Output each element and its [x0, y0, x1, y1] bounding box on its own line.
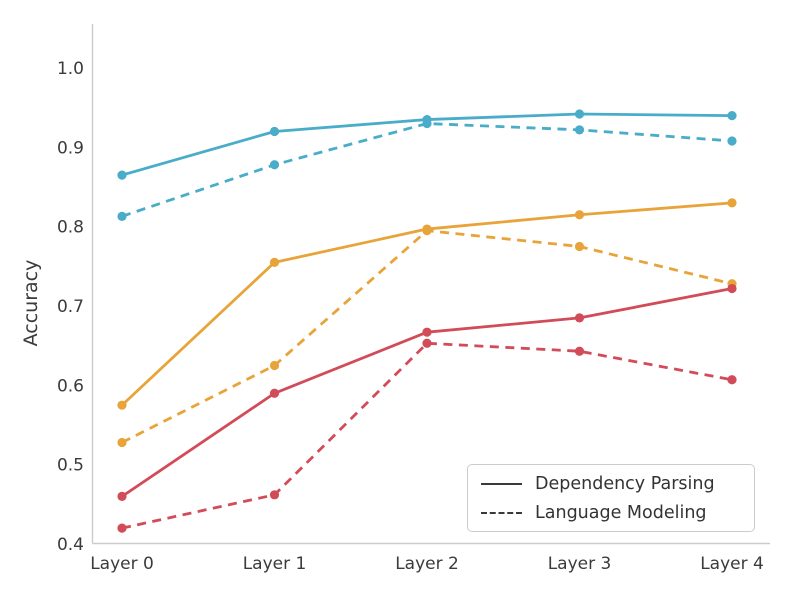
legend-entry-language-modeling: Language Modeling — [481, 503, 754, 523]
data-point-red-language-modeling-layer-4 — [727, 375, 737, 385]
y-tick-label: 0.4 — [57, 535, 84, 555]
data-point-red-language-modeling-layer-3 — [574, 346, 585, 356]
data-point-red-language-modeling-layer-2 — [422, 338, 432, 348]
data-point-orange-language-modeling-layer-2 — [422, 226, 432, 236]
data-point-blue-language-modeling-layer-3 — [574, 125, 585, 135]
solid-line-swatch — [481, 482, 522, 485]
legend-entry-dependency-parsing: Dependency Parsing — [481, 474, 754, 494]
legend-label: Language Modeling — [535, 502, 707, 523]
data-point-blue-language-modeling-layer-0 — [117, 211, 127, 221]
y-tick-label: 0.8 — [57, 218, 84, 238]
data-point-blue-dependency-parsing-layer-4 — [727, 111, 737, 121]
data-point-red-dependency-parsing-layer-0 — [117, 491, 127, 501]
dashed-line-swatch — [481, 511, 522, 514]
y-axis-label: Accuracy — [20, 259, 42, 347]
data-point-blue-dependency-parsing-layer-0 — [117, 170, 127, 180]
data-point-red-dependency-parsing-layer-2 — [422, 327, 432, 337]
y-tick-label: 0.9 — [57, 138, 84, 158]
data-point-orange-dependency-parsing-layer-1 — [269, 257, 280, 267]
data-point-red-language-modeling-layer-0 — [117, 523, 127, 533]
data-point-blue-language-modeling-layer-2 — [422, 118, 432, 129]
x-tick-label: Layer 3 — [548, 554, 612, 574]
data-point-orange-language-modeling-layer-0 — [117, 437, 127, 448]
data-point-orange-dependency-parsing-layer-3 — [574, 210, 585, 220]
data-point-orange-language-modeling-layer-3 — [574, 241, 585, 252]
series-line-blue-language-modeling — [121, 122, 733, 218]
data-point-red-dependency-parsing-layer-3 — [574, 313, 585, 323]
x-tick-label: Layer 2 — [395, 554, 459, 574]
data-point-red-dependency-parsing-layer-4 — [727, 283, 737, 294]
series-line-red-language-modeling — [121, 341, 733, 530]
x-tick-label: Layer 4 — [700, 554, 764, 574]
y-tick-label: 1.0 — [57, 59, 84, 79]
y-tick-label: 0.5 — [57, 456, 84, 476]
legend-label: Dependency Parsing — [535, 473, 715, 494]
y-tick-label: 0.6 — [57, 376, 84, 396]
data-point-red-dependency-parsing-layer-1 — [269, 388, 280, 398]
legend: Dependency Parsing Language Modeling — [467, 464, 755, 532]
data-point-blue-language-modeling-layer-4 — [727, 136, 737, 146]
data-point-orange-dependency-parsing-layer-0 — [117, 400, 127, 410]
data-point-blue-language-modeling-layer-1 — [269, 160, 280, 170]
data-point-blue-dependency-parsing-layer-3 — [574, 109, 585, 119]
data-point-red-language-modeling-layer-1 — [269, 490, 280, 500]
data-point-orange-language-modeling-layer-1 — [269, 360, 280, 371]
x-tick-label: Layer 1 — [243, 554, 307, 574]
y-tick-label: 0.7 — [57, 297, 84, 317]
x-tick-label: Layer 0 — [90, 554, 154, 574]
data-point-blue-dependency-parsing-layer-1 — [269, 126, 280, 137]
data-point-orange-dependency-parsing-layer-4 — [727, 198, 737, 208]
